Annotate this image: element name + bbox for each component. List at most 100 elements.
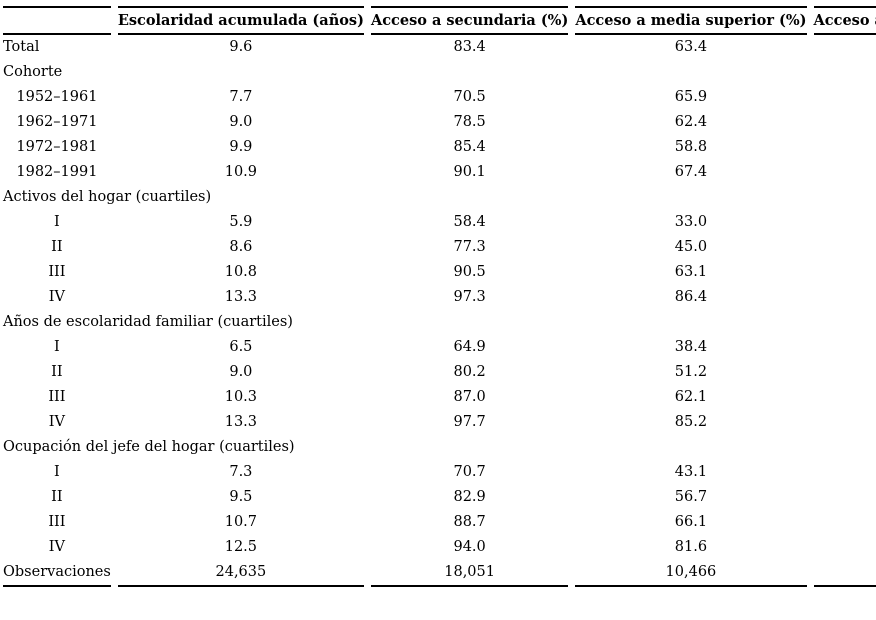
table-row: 1952–1961 7.7 70.5 65.9 61.5 (3, 85, 876, 110)
table-row: I 5.9 58.4 33.0 32.7 (3, 210, 876, 235)
section-row-activos: Activos del hogar (cuartiles) (3, 185, 876, 210)
cell-value: 80.2 (453, 364, 486, 380)
cell-value: 54.6 (814, 510, 876, 535)
table-row: III 10.7 88.7 66.1 54.6 (3, 510, 876, 535)
row-label: I (54, 464, 60, 480)
cell-value: 54.6 (814, 110, 876, 135)
cell-value: 62.4 (674, 114, 708, 130)
table-row-total: Total 9.6 83.4 63.4 58.0 (3, 35, 876, 60)
cell-value: 63.1 (674, 264, 708, 280)
cell-value: 88.7 (453, 514, 486, 530)
cell-value: 64.9 (453, 339, 486, 355)
column-header-secundaria: Acceso a secundaria (%) (370, 6, 569, 35)
cell-value: 67.4 (674, 164, 708, 180)
cell-value: 81.6 (674, 539, 708, 555)
header-row: Escolaridad acumulada (años) Acceso a se… (3, 6, 876, 35)
cell-value: 24,635 (117, 560, 364, 587)
cell-value: 40.6 (814, 235, 876, 260)
table-row-observaciones: Observaciones 24,635 18,051 10,466 4,953 (3, 560, 876, 587)
cell-value: 10.9 (224, 164, 258, 180)
cell-value: 97.7 (453, 414, 486, 430)
cell-value: 70.5 (453, 89, 486, 105)
cell-value: 82.9 (453, 489, 486, 505)
section-row-escolaridad-familiar: Años de escolaridad familiar (cuartiles) (3, 310, 876, 335)
cell-value: 9.0 (229, 364, 253, 380)
section-row-ocupacion: Ocupación del jefe del hogar (cuartiles) (3, 435, 876, 460)
row-label: III (48, 514, 66, 530)
cell-value: 58.0 (814, 35, 876, 60)
table-row: I 6.5 64.9 38.4 36.7 (3, 335, 876, 360)
row-label: I (54, 214, 60, 230)
cell-value: 85.2 (674, 414, 708, 430)
cell-value: 97.3 (453, 289, 486, 305)
cell-value: 59.4 (814, 160, 876, 185)
cell-value: 78.5 (453, 114, 486, 130)
cell-value: 10.3 (224, 389, 258, 405)
row-label: I (54, 339, 60, 355)
cell-value: 36.7 (814, 335, 876, 360)
cell-value: 70.3 (814, 410, 876, 435)
table-row: I 7.3 70.7 43.1 41.7 (3, 460, 876, 485)
cell-value: 50.9 (814, 385, 876, 410)
section-label: Ocupación del jefe del hogar (cuartiles) (3, 439, 295, 455)
cell-value: 45.0 (674, 239, 708, 255)
section-label: Activos del hogar (cuartiles) (3, 189, 212, 205)
table-row: II 9.5 82.9 56.7 49.8 (3, 485, 876, 510)
cell-value: 58.8 (674, 139, 708, 155)
table-row: II 8.6 77.3 45.0 40.6 (3, 235, 876, 260)
column-header-escolaridad: Escolaridad acumulada (años) (117, 6, 364, 35)
cell-value: 87.0 (453, 389, 486, 405)
row-label: IV (48, 539, 65, 555)
row-label: III (48, 389, 66, 405)
cell-value: 70.7 (453, 464, 486, 480)
cell-value: 7.3 (229, 464, 253, 480)
row-label: 1972–1981 (16, 139, 98, 155)
table-row: IV 13.3 97.7 85.2 70.3 (3, 410, 876, 435)
section-label: Años de escolaridad familiar (cuartiles) (3, 314, 293, 330)
cell-value: 7.7 (229, 89, 253, 105)
table-header: Escolaridad acumulada (años) Acceso a se… (3, 6, 876, 35)
cell-value: 58.4 (453, 214, 486, 230)
row-label: II (51, 239, 63, 255)
cell-value: 8.6 (229, 239, 253, 255)
row-label: 1962–1971 (16, 114, 98, 130)
table-row: III 10.3 87.0 62.1 50.9 (3, 385, 876, 410)
column-header-media-superior: Acceso a media superior (%) (575, 6, 807, 35)
cell-value: 77.3 (453, 239, 486, 255)
table-row: II 9.0 80.2 51.2 44.7 (3, 360, 876, 385)
row-label: III (48, 264, 66, 280)
cell-value: 32.7 (814, 210, 876, 235)
cell-value: 86.4 (674, 289, 708, 305)
table-row: IV 13.3 97.3 86.4 69.4 (3, 285, 876, 310)
cell-value: 90.1 (453, 164, 486, 180)
cell-value: 85.4 (453, 139, 486, 155)
section-row-cohorte: Cohorte (3, 60, 876, 85)
cell-value: 61.5 (814, 85, 876, 110)
cell-value: 43.1 (674, 464, 708, 480)
cell-value: 90.5 (453, 264, 486, 280)
cell-value: 9.0 (229, 114, 253, 130)
cell-value: 69.4 (814, 285, 876, 310)
cell-value: 69.5 (814, 535, 876, 560)
cell-value: 9.6 (229, 39, 253, 55)
cell-value: 83.4 (453, 39, 486, 55)
cell-value: 6.5 (229, 339, 253, 355)
cell-value: 62.1 (674, 389, 708, 405)
cell-value: 33.0 (674, 214, 708, 230)
cell-value: 41.7 (814, 460, 876, 485)
cell-value: 38.4 (674, 339, 708, 355)
cell-value: 13.3 (224, 289, 258, 305)
corner-cell (3, 6, 111, 35)
row-label: Observaciones (3, 560, 111, 587)
row-label: 1982–1991 (16, 164, 98, 180)
cell-value: 5.9 (229, 214, 253, 230)
cell-value: 10.8 (224, 264, 258, 280)
cell-value: 51.2 (674, 364, 708, 380)
table-body: Total 9.6 83.4 63.4 58.0 Cohorte 1952–19… (3, 35, 876, 587)
cell-value: 44.7 (814, 360, 876, 385)
table-row: 1972–1981 9.9 85.4 58.8 57.3 (3, 135, 876, 160)
section-label: Cohorte (3, 64, 63, 80)
row-label: II (51, 489, 63, 505)
cell-value: 63.4 (674, 39, 708, 55)
cell-value: 13.3 (224, 414, 258, 430)
